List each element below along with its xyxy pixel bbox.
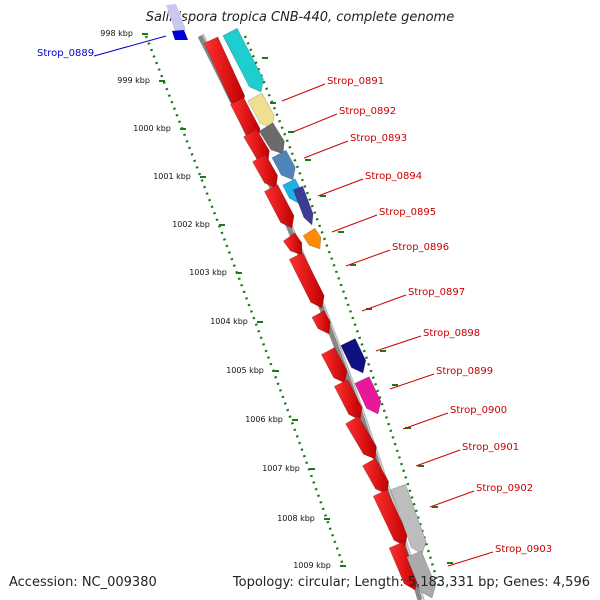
gene-colored (247, 92, 275, 129)
gene-label: Strop_0903 (495, 544, 553, 555)
gene-0889 (172, 30, 188, 40)
gene-leader-line (375, 335, 422, 352)
gene-label: Strop_0897 (408, 287, 466, 298)
scale-label: 1008 kbp (277, 514, 315, 523)
gene-leader-line (317, 178, 364, 197)
gene-label: Strop_0889 (37, 48, 95, 59)
scale-track (144, 35, 345, 566)
gene-label: Strop_0902 (476, 483, 534, 494)
gene-label: Strop_0894 (365, 171, 423, 182)
topology-text: Topology: circular; Length: 5,183,331 bp… (232, 575, 590, 590)
scale-label: 1003 kbp (189, 268, 227, 277)
gene-leader-line (345, 249, 391, 267)
gene-leader-line (415, 449, 461, 467)
gene-colored (406, 550, 436, 599)
gene-leader-line (93, 35, 167, 57)
scale-label: 1000 kbp (133, 124, 171, 133)
gene-colored (258, 122, 285, 155)
gene-forward (282, 232, 303, 256)
gene-forward (388, 541, 419, 591)
gene-leader-line (429, 490, 475, 508)
gene-label: Strop_0895 (379, 207, 437, 218)
gene-forward (333, 379, 363, 421)
gene-forward (372, 489, 408, 547)
gene-0889-shadow (166, 4, 186, 34)
gene-forward (263, 184, 295, 229)
gene-colored (390, 483, 427, 555)
gene-colored (302, 227, 322, 250)
gene-forward (362, 457, 389, 495)
scale-label: 1001 kbp (153, 172, 191, 181)
gene-leader-line (447, 551, 494, 567)
gene-forward (243, 128, 270, 164)
gene-colored (354, 376, 382, 415)
gene-leader-line (292, 113, 338, 133)
gene-forward (288, 252, 325, 309)
gene-label: Strop_0898 (423, 328, 481, 339)
scale-label: 1006 kbp (245, 415, 283, 424)
gene-forward (345, 415, 377, 460)
gene-leader-line (402, 412, 449, 430)
gene-forward (320, 347, 348, 384)
gene-forward (252, 153, 278, 189)
gene-forward (311, 310, 331, 335)
gene-label: Strop_0899 (436, 366, 494, 377)
scale-label: 998 kbp (100, 29, 133, 38)
gene-label: Strop_0893 (350, 133, 408, 144)
scale-label: 1007 kbp (262, 464, 300, 473)
scale-label: 1004 kbp (210, 317, 248, 326)
gene-colored (222, 27, 264, 93)
scale-label: 1002 kbp (172, 220, 210, 229)
scale-label: 1005 kbp (226, 366, 264, 375)
gene-leader-line (281, 83, 326, 102)
scale-label: 1009 kbp (293, 561, 331, 570)
gene-leader-line (361, 294, 407, 312)
gene-leader-line (303, 140, 349, 159)
gene-label: Strop_0891 (327, 76, 385, 87)
gene-colored (271, 149, 296, 181)
gene-label: Strop_0900 (450, 405, 508, 416)
genome-title: Salinispora tropica CNB-440, complete ge… (145, 10, 455, 25)
gene-label: Strop_0901 (462, 442, 520, 453)
gene-colored (340, 338, 367, 374)
accession-text: Accession: NC_009380 (9, 575, 157, 590)
gene-leader-line (389, 373, 435, 390)
gene-label: Strop_0896 (392, 242, 450, 253)
scale-label: 999 kbp (117, 76, 150, 85)
gene-leader-line (331, 214, 378, 233)
gene-colored (292, 185, 314, 226)
gene-label: Strop_0892 (339, 106, 397, 117)
